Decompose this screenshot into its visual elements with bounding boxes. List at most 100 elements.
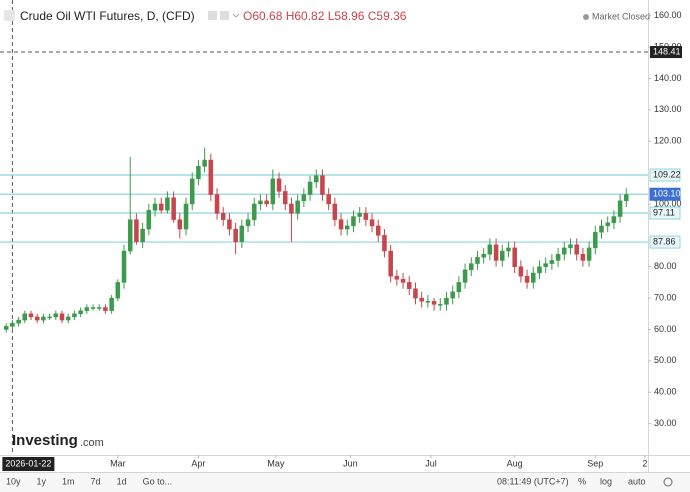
settings-button[interactable]	[663, 477, 673, 487]
candle-body	[382, 235, 387, 252]
candle-body	[444, 297, 449, 305]
range-button[interactable]: 1d	[117, 476, 127, 486]
candle-body	[227, 219, 232, 230]
market-status: Market Closed	[592, 11, 650, 21]
candle-body	[500, 250, 505, 261]
candle-body	[109, 297, 114, 311]
candle-body	[258, 200, 263, 205]
header: Crude Oil WTI Futures, D, (CFD) O60.68 H…	[4, 9, 650, 23]
candle-body	[555, 253, 561, 261]
candle-body	[208, 159, 214, 195]
y-tick-label: 120.00	[654, 136, 682, 146]
candle-body	[127, 219, 133, 252]
candle-body	[233, 228, 238, 242]
price-line-label: 97.11	[653, 207, 675, 217]
candle-body	[338, 219, 344, 230]
y-tick-label: 140.00	[654, 73, 682, 83]
candle-body	[264, 200, 269, 205]
candle-body	[202, 159, 207, 167]
candle-body	[357, 213, 362, 217]
candle-body	[121, 250, 127, 283]
candle-body	[53, 313, 59, 318]
x-tick-label: 2	[642, 458, 647, 468]
price-line-label: 109.22	[653, 169, 681, 179]
candle-body	[134, 219, 139, 242]
candle-body	[183, 203, 189, 230]
y-tick-label: 80.00	[654, 261, 677, 271]
dropdown-icon[interactable]	[232, 13, 240, 18]
candle-body	[220, 213, 226, 220]
range-button[interactable]: 10y	[6, 476, 21, 486]
crosshair-y-box	[650, 46, 682, 59]
candle-body	[84, 307, 90, 311]
candle-body	[351, 216, 356, 227]
candle-body	[531, 272, 536, 283]
candle-body	[3, 326, 9, 330]
candle-body	[487, 244, 493, 255]
candle-body	[450, 291, 455, 299]
candle-body	[177, 219, 183, 230]
candle-body	[413, 288, 418, 299]
candle-body	[65, 316, 71, 321]
range-button[interactable]: 1m	[62, 476, 75, 486]
y-tick-label: 40.00	[654, 387, 677, 397]
candle-body	[506, 247, 511, 252]
x-tick-label: Sep	[587, 458, 603, 468]
candle-body	[400, 279, 406, 283]
candle-body	[289, 203, 294, 214]
ohlc-values: O60.68 H60.82 L58.96 C59.36	[243, 9, 407, 23]
collapse-icon[interactable]	[4, 10, 15, 21]
option-button[interactable]: log	[600, 476, 612, 486]
toolbar	[0, 472, 690, 492]
candle-body	[388, 250, 393, 277]
candle-body	[152, 203, 158, 211]
crosshair-y-label: 148.41	[653, 46, 681, 56]
candle-body	[270, 178, 276, 205]
option-button[interactable]: %	[578, 476, 586, 486]
y-tick-label: 100.00	[654, 198, 682, 208]
y-tick-label: 30.00	[654, 418, 677, 428]
candle-body	[115, 282, 121, 299]
candle-body	[543, 263, 548, 267]
candle-body	[239, 225, 245, 242]
logo-name: Investing	[12, 432, 78, 449]
toolbar-items: 10y 1y 1m 7d 1d Go to... 08:11:49 (UTC+7)% log a…	[6, 476, 673, 487]
candle-body	[90, 307, 96, 309]
candle-body	[469, 263, 474, 271]
settings-icon[interactable]	[208, 11, 217, 20]
candle-body	[599, 225, 604, 233]
candle-body	[419, 297, 424, 302]
candle-body	[586, 247, 592, 261]
range-button[interactable]: 7d	[91, 476, 101, 486]
candle-body	[146, 209, 152, 230]
range-button[interactable]: Go to...	[143, 476, 173, 486]
candle-body	[16, 319, 21, 324]
candle-body	[103, 307, 108, 311]
candle-body	[245, 219, 251, 227]
candle-body	[251, 203, 257, 220]
x-tick-label: Jul	[425, 458, 437, 468]
candle-body	[313, 175, 319, 183]
candle-body	[189, 178, 195, 205]
y-tick-label: 70.00	[654, 292, 677, 302]
candle-body	[369, 219, 375, 227]
option-button[interactable]: auto	[628, 476, 646, 486]
candle-body	[512, 247, 517, 267]
candle-body	[158, 203, 164, 211]
price-line-label: 103.10	[653, 189, 681, 199]
price-line-box	[649, 235, 681, 249]
candle-body	[344, 225, 350, 230]
candle-body	[462, 269, 468, 283]
y-tick-label: 130.00	[654, 104, 682, 114]
candle-body	[493, 244, 499, 261]
y-tick-label: 50.00	[654, 355, 677, 365]
x-tick-label: Mar	[110, 458, 126, 468]
price-line-box	[649, 168, 681, 182]
candle-body	[332, 203, 338, 220]
settings-icon[interactable]	[220, 11, 229, 20]
candle-body	[59, 313, 65, 321]
candle-body	[276, 178, 282, 192]
candle-body	[394, 275, 400, 280]
candle-body	[580, 253, 586, 261]
range-button[interactable]: 1y	[37, 476, 47, 486]
